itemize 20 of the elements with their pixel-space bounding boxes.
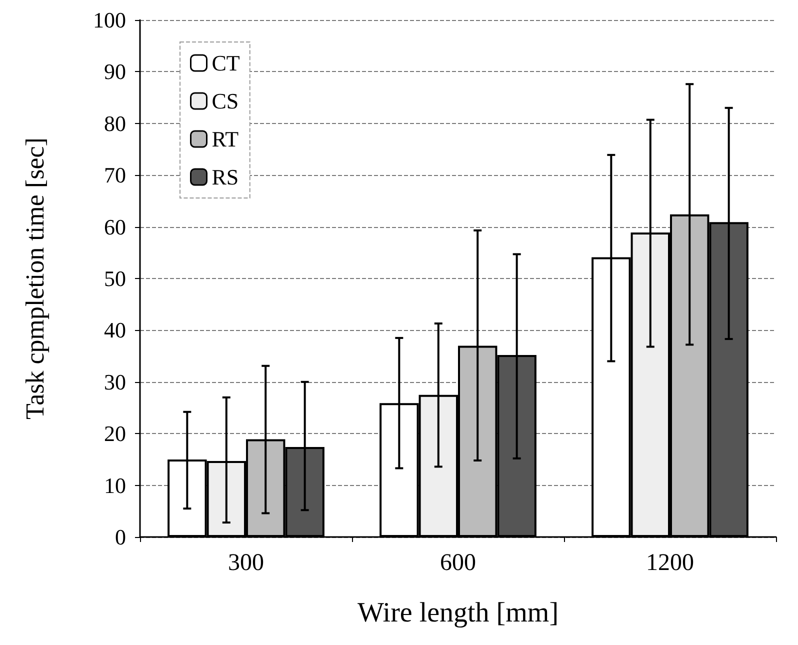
legend-label: CT: [212, 50, 240, 76]
y-tick-label: 30: [104, 369, 126, 394]
legend-label: RT: [212, 126, 240, 152]
y-tick-label: 0: [115, 524, 126, 550]
x-axis-title: Wire length [mm]: [357, 598, 559, 628]
y-tick-label: 100: [93, 8, 126, 32]
y-tick-label: 80: [104, 110, 126, 136]
y-tick-label: 40: [104, 318, 126, 343]
y-axis-title: Task cpmpletion time [sec]: [20, 138, 50, 420]
y-tick-label: 90: [104, 59, 126, 84]
x-tick-label: 300: [228, 550, 264, 576]
x-tick-label: 600: [440, 550, 476, 576]
legend-label: CS: [212, 88, 239, 114]
y-tick-label: 50: [104, 266, 126, 291]
y-tick-label: 20: [104, 421, 126, 446]
y-tick-label: 70: [104, 162, 126, 188]
y-tick-label: 60: [104, 214, 126, 240]
legend-label: RS: [212, 164, 239, 190]
x-tick-label: 1200: [646, 550, 694, 576]
y-tick-label: 10: [104, 472, 126, 498]
